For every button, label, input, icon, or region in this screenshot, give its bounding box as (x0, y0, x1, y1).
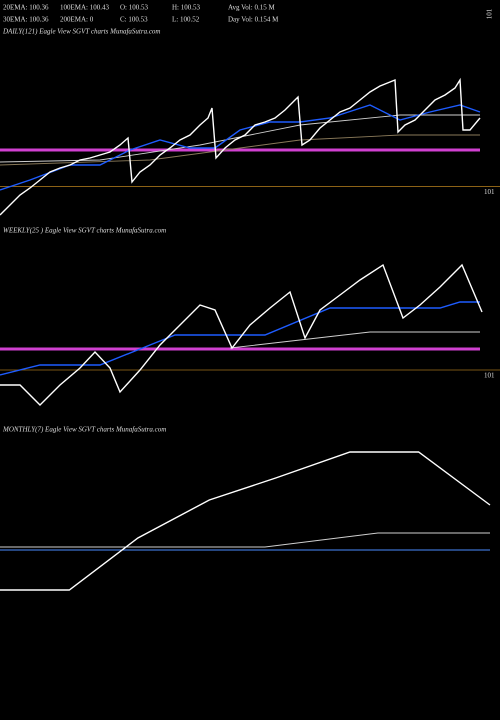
corner-label: 101 (486, 8, 494, 19)
series-line (0, 134, 480, 166)
series-line (229, 331, 480, 349)
header-stat: 20EMA: 100.36 (3, 4, 49, 12)
header-stat: 200EMA: 0 (60, 16, 94, 24)
series-line (0, 263, 483, 406)
series-line (0, 114, 480, 163)
panel-title: WEEKLY(25 ) Eagle View SGVT charts Munaf… (3, 227, 166, 235)
series-line (0, 301, 480, 376)
series-line (0, 532, 490, 548)
header-stat: C: 100.53 (120, 16, 148, 24)
y-tick-label: 101 (484, 372, 495, 380)
y-tick-label: 101 (484, 188, 495, 196)
header-stat: Day Vol: 0.154 M (228, 16, 279, 24)
header-stat: H: 100.53 (172, 4, 201, 12)
header-stat: 100EMA: 100.43 (60, 4, 110, 12)
panel-title: MONTHLY(7) Eagle View SGVT charts Munafa… (2, 426, 166, 434)
header-stat: Avg Vol: 0.15 M (228, 4, 275, 12)
series-line (0, 451, 491, 591)
series-line (0, 77, 481, 216)
header-stat: O: 100.53 (120, 4, 149, 12)
header-stat: 30EMA: 100.36 (3, 16, 49, 24)
panel-title: DAILY(121) Eagle View SGVT charts Munafa… (2, 28, 160, 36)
series-line (0, 104, 481, 191)
header-stat: L: 100.52 (172, 16, 200, 24)
